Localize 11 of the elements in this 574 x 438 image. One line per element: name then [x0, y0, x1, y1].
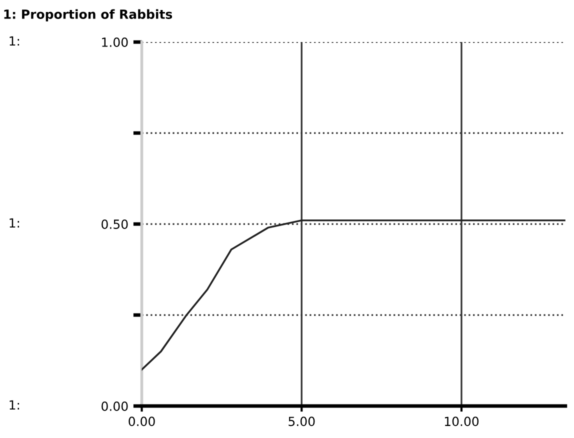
y-tick-label: 1.00 [102, 38, 128, 47]
y-tick-label: 0.00 [102, 402, 128, 411]
x-tick-label: 5.00 [288, 416, 315, 426]
line-series [142, 219, 566, 371]
x-tick-label: 0.00 [128, 416, 155, 426]
text: 1: [10, 36, 20, 46]
text: 1: [10, 400, 20, 410]
chart-title: 1: Proportion of Rabbits [4, 9, 172, 22]
text: 1: [10, 218, 20, 228]
x-tick-label: 10.00 [444, 416, 479, 426]
y-tick-label: 0.50 [102, 220, 128, 229]
